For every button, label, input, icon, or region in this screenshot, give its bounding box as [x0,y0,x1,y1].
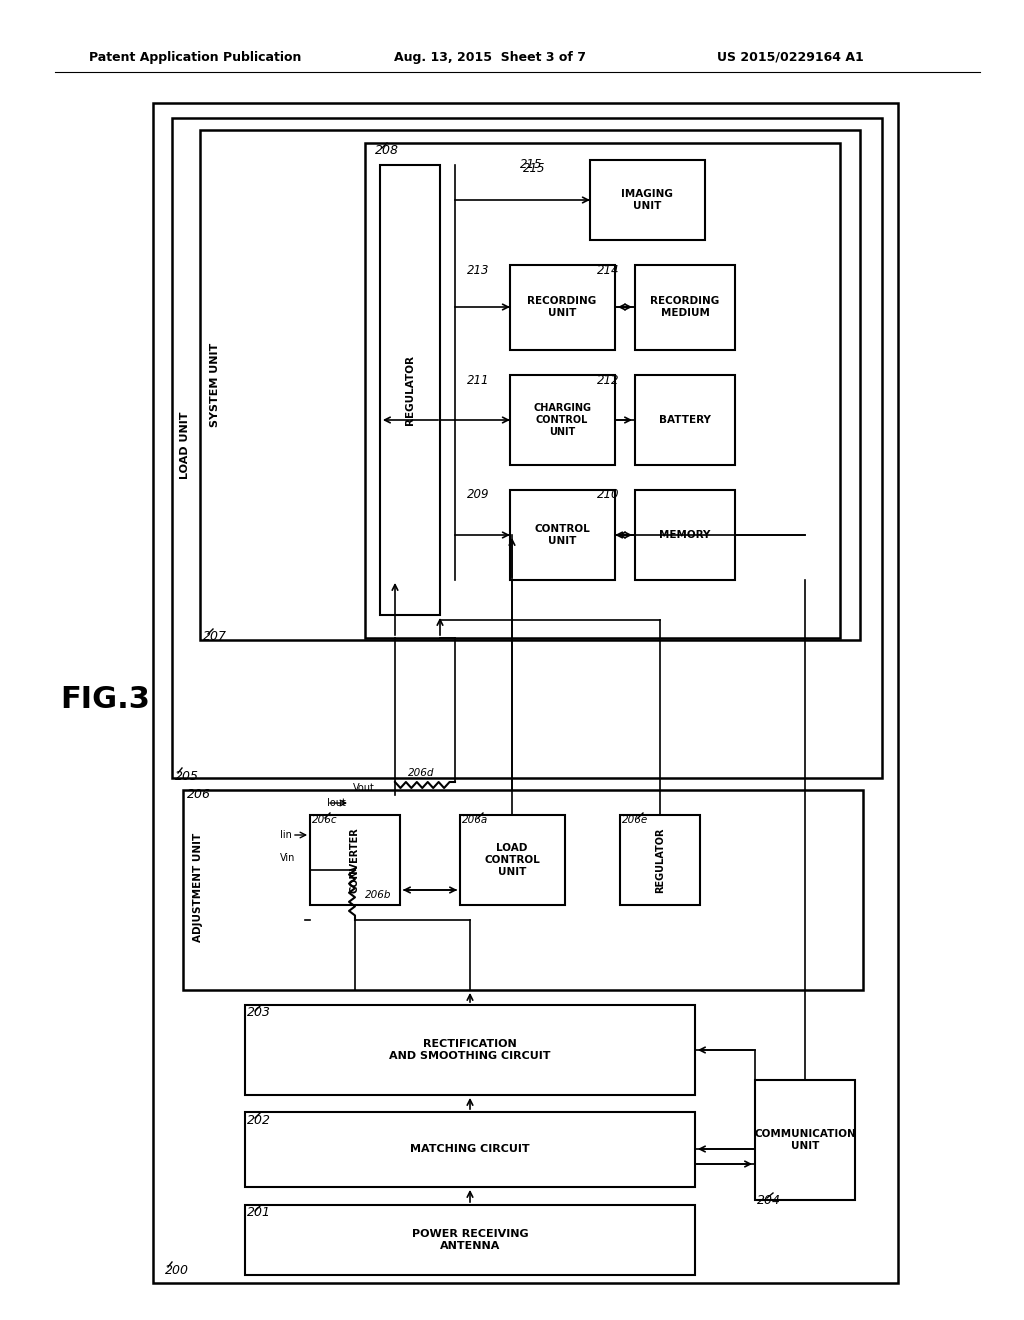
Text: 215: 215 [520,158,543,172]
Text: POWER RECEIVING
ANTENNA: POWER RECEIVING ANTENNA [412,1229,528,1251]
Bar [510,490,615,579]
Text: 200: 200 [165,1263,189,1276]
Text: RECTIFICATION
AND SMOOTHING CIRCUIT: RECTIFICATION AND SMOOTHING CIRCUIT [389,1039,551,1061]
Text: 215: 215 [523,161,546,174]
Bar [510,375,615,465]
Bar [310,814,400,906]
Text: Aug. 13, 2015  Sheet 3 of 7: Aug. 13, 2015 Sheet 3 of 7 [394,50,586,63]
Text: MATCHING CIRCUIT: MATCHING CIRCUIT [411,1144,529,1154]
Bar [620,814,700,906]
Bar [510,265,615,350]
Text: 204: 204 [757,1193,781,1206]
Text: CHARGING
CONTROL
UNIT: CHARGING CONTROL UNIT [534,404,591,437]
Text: Vin: Vin [280,853,295,863]
Text: 202: 202 [247,1114,271,1126]
Text: LOAD UNIT: LOAD UNIT [180,412,190,479]
Text: RECORDING
UNIT: RECORDING UNIT [527,296,597,318]
Text: REGULATOR: REGULATOR [406,355,415,425]
Text: 208: 208 [375,144,399,157]
Bar [590,160,705,240]
Text: 213: 213 [467,264,489,276]
Text: 210: 210 [597,488,620,502]
Text: 203: 203 [247,1006,271,1019]
Text: 206: 206 [187,788,211,801]
Bar [245,1205,695,1275]
Text: Vout: Vout [353,783,375,793]
Text: COMMUNICATION
UNIT: COMMUNICATION UNIT [754,1129,856,1151]
Bar [635,490,735,579]
Bar [755,1080,855,1200]
Text: Iin: Iin [280,830,292,840]
Bar [172,117,882,777]
Text: RECORDING
MEDIUM: RECORDING MEDIUM [650,296,720,318]
Bar [245,1111,695,1187]
Text: 214: 214 [597,264,620,276]
Bar [380,165,440,615]
Text: ADJUSTMENT UNIT: ADJUSTMENT UNIT [193,833,203,941]
Text: 206e: 206e [622,814,648,825]
Text: 206c: 206c [312,814,338,825]
Text: 212: 212 [597,374,620,387]
Bar [200,129,860,640]
Text: CONTROL
UNIT: CONTROL UNIT [535,524,590,545]
Text: FIG.3: FIG.3 [60,685,150,714]
Text: IMAGING
UNIT: IMAGING UNIT [622,189,673,211]
Text: 205: 205 [175,770,199,783]
Text: Iout: Iout [327,799,346,808]
Text: MEMORY: MEMORY [659,531,711,540]
Text: US 2015/0229164 A1: US 2015/0229164 A1 [717,50,863,63]
Text: Patent Application Publication: Patent Application Publication [89,50,301,63]
Bar [245,1005,695,1096]
Text: SYSTEM UNIT: SYSTEM UNIT [210,343,220,428]
Text: BATTERY: BATTERY [659,414,711,425]
Text: 206a: 206a [462,814,488,825]
Text: 209: 209 [467,488,489,502]
Text: REGULATOR: REGULATOR [655,828,665,892]
Text: 206d: 206d [408,768,434,777]
Text: 207: 207 [203,631,227,644]
Bar [365,143,840,638]
Text: 201: 201 [247,1206,271,1220]
Bar [460,814,565,906]
Bar [635,265,735,350]
Text: LOAD
CONTROL
UNIT: LOAD CONTROL UNIT [484,843,540,876]
Text: CONVERTER: CONVERTER [350,828,360,892]
Text: 211: 211 [467,374,489,387]
Bar [153,103,898,1283]
Text: 206b: 206b [365,890,391,900]
Bar [183,789,863,990]
Bar [635,375,735,465]
